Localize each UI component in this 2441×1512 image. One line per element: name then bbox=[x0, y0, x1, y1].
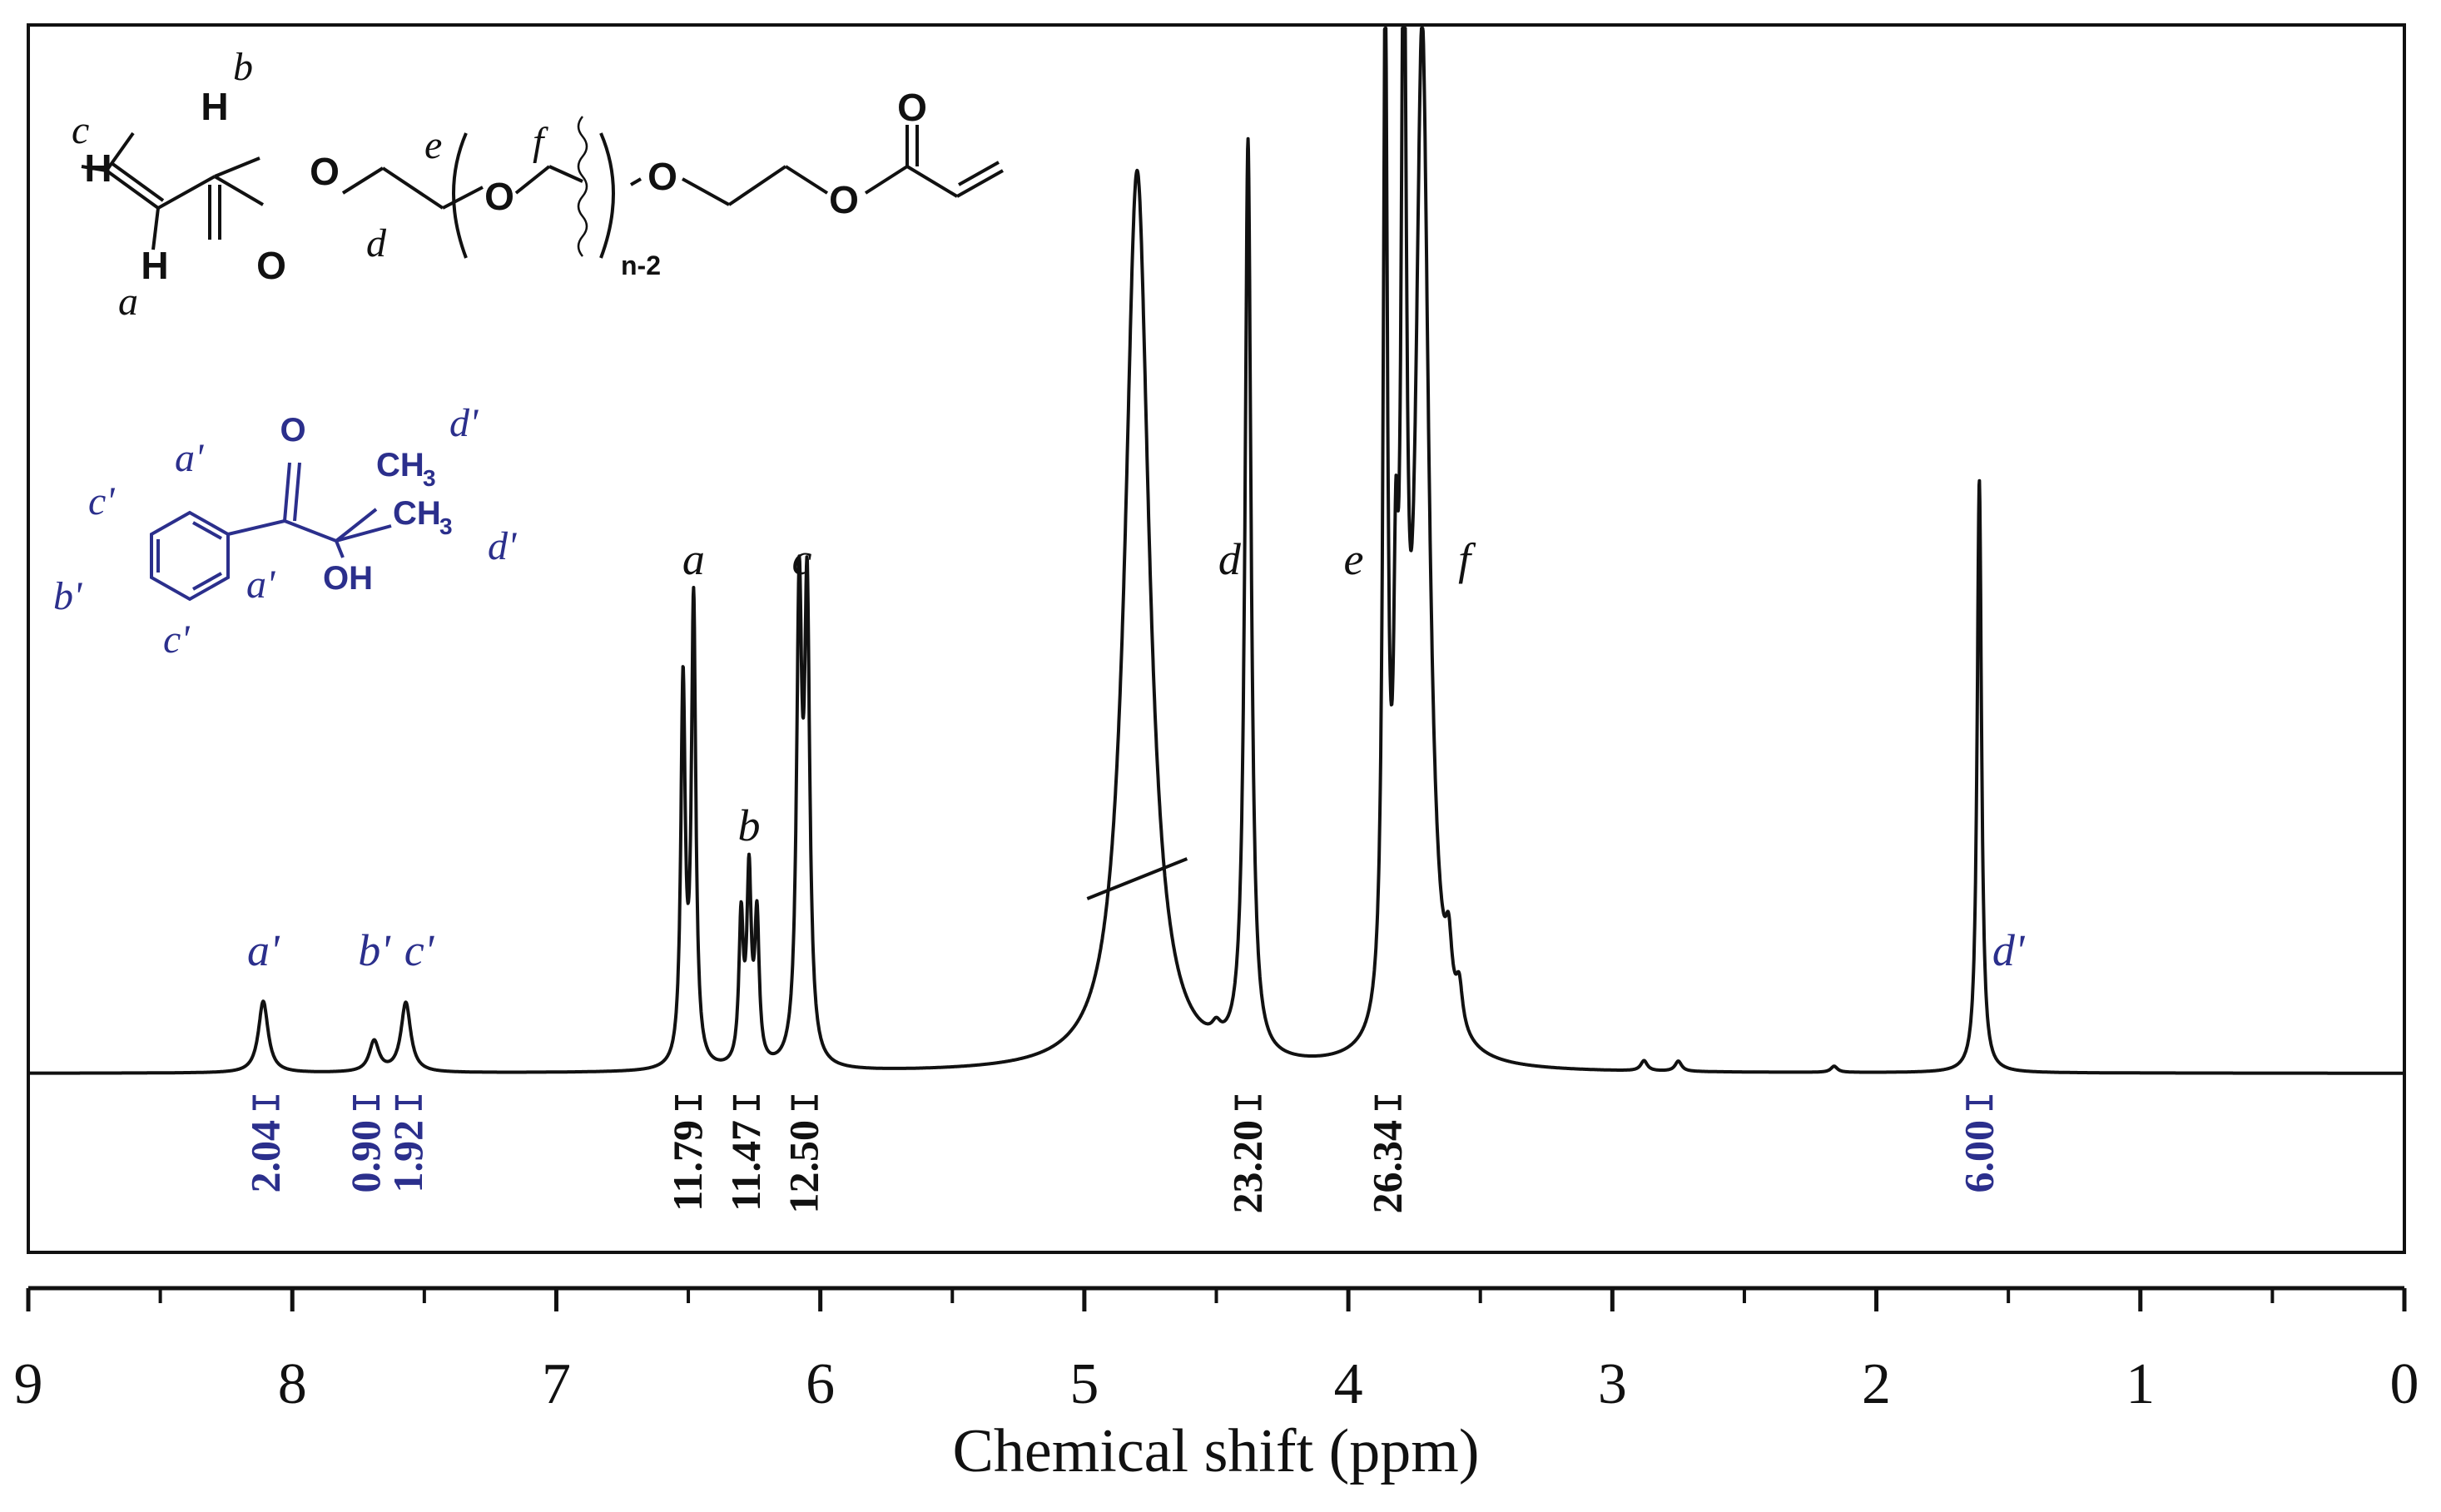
peak-label: a bbox=[682, 534, 705, 584]
integral-bracket bbox=[732, 1095, 760, 1110]
x-tick-label: 4 bbox=[1334, 1352, 1363, 1416]
atom-ch3-bottom: CH bbox=[393, 495, 441, 532]
integral-value: 11.79 bbox=[664, 1120, 711, 1212]
peak-label: a' bbox=[247, 925, 280, 975]
integral-bracket bbox=[353, 1095, 380, 1110]
atom-ch3-bottom-subscript: 3 bbox=[439, 513, 453, 539]
plot-frame bbox=[27, 23, 2406, 1254]
atom-o-ether-2: O bbox=[647, 155, 677, 198]
photoinitiator-structure bbox=[150, 462, 392, 602]
x-tick-label: 8 bbox=[278, 1352, 307, 1416]
peak-label: e bbox=[1343, 534, 1363, 584]
pi-label-d-bottom: d' bbox=[488, 524, 517, 568]
x-tick-label: 2 bbox=[1862, 1352, 1891, 1416]
pi-label-d-top: d' bbox=[449, 401, 479, 445]
proton-label-d: d bbox=[366, 221, 387, 265]
atom-o-carbonyl-2: O bbox=[897, 86, 927, 129]
atom-o-ester-2: O bbox=[829, 178, 859, 221]
peak-label: c bbox=[791, 534, 811, 584]
peak-label: b bbox=[738, 801, 761, 850]
x-tick-label: 5 bbox=[1069, 1352, 1099, 1416]
integral-bracket bbox=[1234, 1095, 1262, 1110]
x-tick-label: 7 bbox=[542, 1352, 571, 1416]
atom-o-ester: O bbox=[310, 150, 340, 193]
atom-o-ether-1: O bbox=[484, 175, 514, 218]
spectrum-line bbox=[27, 27, 2406, 1075]
pi-label-c-bottom: c' bbox=[163, 617, 190, 662]
integral-bracket bbox=[675, 1095, 702, 1110]
x-tick-label: 9 bbox=[14, 1352, 43, 1416]
integral-value: 12.50 bbox=[781, 1120, 827, 1214]
proton-label-f: f bbox=[533, 120, 548, 164]
atom-ch3-top: CH bbox=[376, 447, 424, 483]
atom-h-c: H bbox=[84, 146, 112, 190]
x-axis-tick-labels: 9 8 7 6 5 4 3 2 1 0 bbox=[14, 1352, 2419, 1416]
x-axis-label: Chemical shift (ppm) bbox=[953, 1417, 1480, 1485]
integral-bracket bbox=[1966, 1095, 1993, 1110]
proton-label-c: c bbox=[72, 108, 89, 152]
peak-label: b' bbox=[358, 925, 391, 975]
x-tick-label: 0 bbox=[2390, 1352, 2419, 1416]
peak-label: d bbox=[1218, 534, 1242, 584]
peg-atom-labels: H H H O O O O O O n-2 bbox=[84, 85, 927, 287]
photoinitiator-proton-labels: a' c' b' a' c' d' d' bbox=[53, 401, 517, 662]
peak-label: c' bbox=[404, 925, 435, 975]
atom-ch3-top-subscript: 3 bbox=[423, 465, 436, 491]
integral-value: 6.00 bbox=[1955, 1120, 2002, 1193]
x-tick-label: 3 bbox=[1598, 1352, 1627, 1416]
axis-break-mark bbox=[1086, 857, 1188, 900]
integral-value: 11.47 bbox=[722, 1120, 769, 1212]
atom-h-a: H bbox=[141, 244, 168, 287]
repeat-subscript: n-2 bbox=[621, 250, 661, 280]
pi-label-b: b' bbox=[53, 574, 82, 618]
integral-value: 26.34 bbox=[1364, 1120, 1411, 1214]
pi-label-a-bottom: a' bbox=[246, 563, 275, 607]
peg-diacrylate-structure bbox=[81, 116, 1004, 259]
peak-label: f bbox=[1458, 534, 1476, 584]
pi-label-c-top: c' bbox=[88, 479, 115, 523]
integral-value: 2.04 bbox=[242, 1120, 289, 1193]
integral-bracket bbox=[252, 1095, 280, 1110]
photoinitiator-atom-labels: O CH 3 CH 3 OH bbox=[280, 412, 452, 597]
integral-marks: 2.04 0.901.92 11.79 11.47 12.50 23.20 26.34 6.0… bbox=[242, 1095, 2002, 1214]
x-axis-ticks bbox=[26, 1288, 2407, 1311]
peak-label: d' bbox=[1992, 925, 2026, 975]
integral-bracket bbox=[1374, 1095, 1402, 1110]
proton-label-e: e bbox=[424, 123, 442, 167]
proton-label-b: b bbox=[233, 45, 253, 89]
integral-value: 0.90 bbox=[342, 1120, 389, 1193]
proton-label-a: a bbox=[118, 280, 138, 324]
integral-bracket bbox=[394, 1095, 422, 1110]
atom-h-b: H bbox=[201, 85, 228, 128]
integral-value: 1.92 bbox=[385, 1120, 431, 1193]
atom-o-carbonyl: O bbox=[256, 244, 286, 287]
x-tick-label: 1 bbox=[2126, 1352, 2155, 1416]
integral-bracket bbox=[791, 1095, 818, 1110]
pi-label-a-top: a' bbox=[175, 436, 204, 480]
atom-o-ketone: O bbox=[280, 412, 305, 449]
x-tick-label: 6 bbox=[806, 1352, 835, 1416]
integral-value: 23.20 bbox=[1224, 1120, 1271, 1214]
peak-labels: a' b' c' a b c d e f d' bbox=[247, 534, 2026, 975]
atom-oh: OH bbox=[323, 560, 373, 597]
